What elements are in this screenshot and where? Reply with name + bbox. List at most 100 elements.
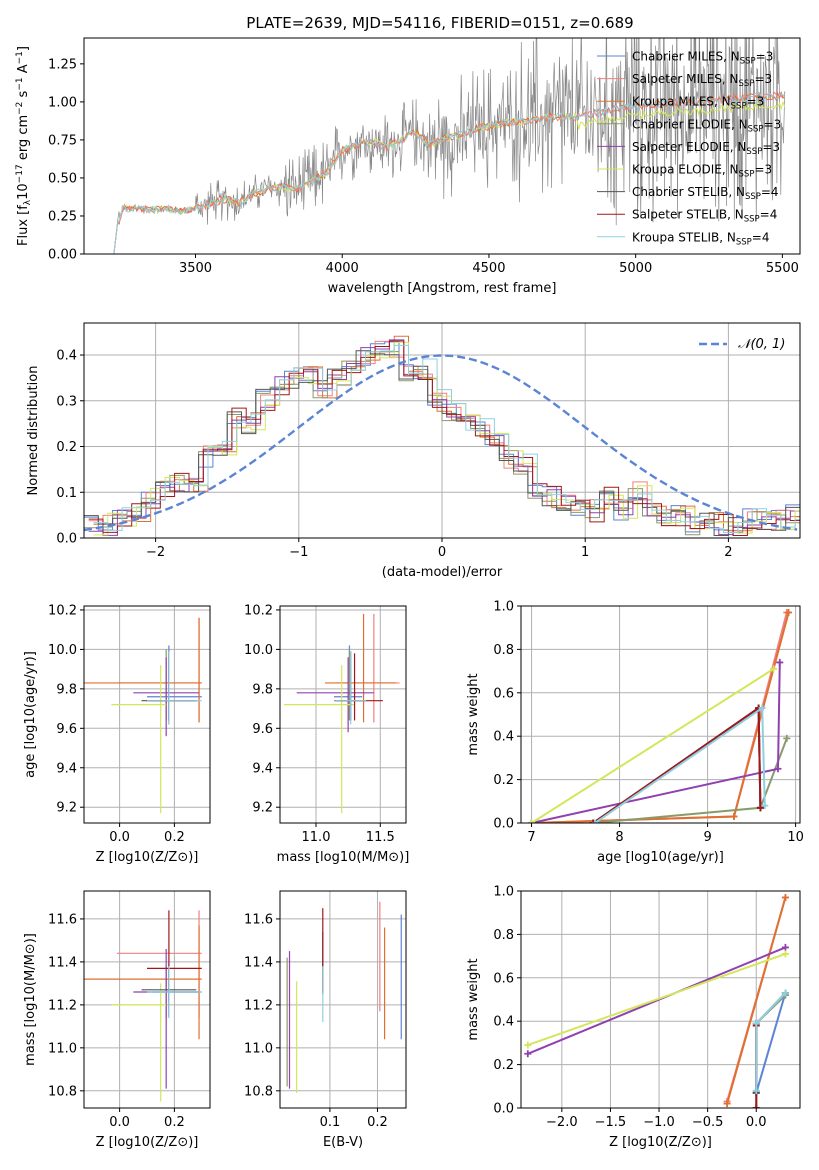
panel-weight_vs_age: 7 8 9 10 0.0 0.2 0.4 0.6 0.8 1.0 age [log10(age/yr…	[466, 600, 804, 866]
model-spectrum-line	[113, 92, 786, 254]
y-tick-label: 0.2	[493, 773, 514, 788]
y-tick-label: 9.8	[56, 682, 77, 697]
x-axis-label: (data-model)/error	[382, 565, 503, 580]
y-tick-label: 10.2	[244, 603, 273, 618]
x-tick-label: −2	[146, 545, 165, 560]
x-axis-label: Z [log10(Z/Z⊙)]	[96, 850, 199, 865]
x-tick-label: 0.2	[164, 830, 185, 845]
y-tick-label: 0.00	[48, 248, 77, 263]
plot-area	[286, 901, 402, 1093]
weight-series-line	[726, 897, 787, 1104]
x-tick-label: 4000	[326, 261, 359, 276]
x-tick-label: 11.5	[366, 830, 395, 845]
x-tick-label: 4500	[472, 261, 505, 276]
panel-residual_hist: −2 −1 0 1 2 0.0 0.1 0.2 0.3 0.4 (data-model)/error…	[26, 322, 801, 580]
y-tick-label: 11.6	[48, 912, 77, 927]
y-tick-label: 9.2	[252, 801, 273, 816]
observed-spectrum-line	[113, 38, 786, 254]
y-tick-label: 1.00	[48, 95, 77, 110]
legend-label: Salpeter ELODIE, NSSP=3	[632, 140, 780, 157]
y-tick-label: 11.6	[244, 912, 273, 927]
histogram-step-line	[93, 341, 800, 536]
weight-marker	[524, 1041, 532, 1049]
histogram-step-line	[93, 335, 800, 532]
y-tick-label: 0.6	[493, 686, 514, 701]
y-tick-label: 9.4	[252, 761, 273, 776]
weight-marker	[758, 704, 766, 712]
x-tick-label: 0.2	[367, 1115, 388, 1130]
weight-marker	[781, 943, 789, 951]
plot-area	[84, 910, 202, 1102]
x-tick-label: 7	[527, 830, 535, 845]
panel-age_vs_Z: 0.0 0.2 9.2 9.4 9.6 9.8 10.0 10.2 Z [log10(Z/Z⊙)…	[23, 603, 211, 865]
weight-series-line	[527, 946, 786, 1055]
weight-series-line	[755, 994, 787, 1108]
legend-label: Salpeter STELIB, NSSP=4	[632, 208, 777, 225]
weight-series-line	[755, 992, 787, 1094]
y-tick-label: 0.75	[48, 133, 77, 148]
y-tick-label: 10.8	[244, 1084, 273, 1099]
x-tick-label: 9	[703, 830, 711, 845]
x-axis-label: E(B-V)	[323, 1135, 363, 1150]
y-tick-label: 0.4	[56, 349, 77, 364]
weight-marker	[528, 819, 536, 823]
weight-marker	[781, 894, 789, 902]
y-axis-label: Flux [fλ10−17 erg cm−2 s−1 A−1]	[15, 46, 33, 246]
weight-marker	[774, 765, 782, 773]
axes-frame	[83, 890, 211, 1109]
y-tick-label: 0.0	[493, 817, 514, 832]
figure-title: PLATE=2639, MJD=54116, FIBERID=0151, z=0…	[246, 14, 633, 32]
x-tick-label: 8	[615, 830, 623, 845]
weight-marker	[591, 819, 599, 823]
legend-label: 𝒩(0, 1)	[738, 337, 785, 352]
y-tick-label: 10.0	[244, 643, 273, 658]
x-tick-label: −1.0	[643, 1115, 675, 1130]
y-tick-label: 11.4	[48, 955, 77, 970]
y-tick-label: 11.2	[48, 998, 77, 1013]
plot-area	[113, 38, 786, 254]
y-tick-label: 0.8	[493, 928, 514, 943]
weight-series-line	[531, 668, 775, 823]
y-tick-label: 1.0	[493, 885, 514, 900]
y-tick-label: 0.4	[493, 730, 514, 745]
y-tick-label: 0.0	[493, 1102, 514, 1117]
y-tick-label: 11.4	[244, 955, 273, 970]
x-tick-label: 0.0	[109, 830, 130, 845]
y-tick-label: 10.0	[48, 643, 77, 658]
axes-frame	[83, 37, 801, 255]
axes-frame	[520, 605, 801, 824]
y-tick-label: 11.0	[48, 1041, 77, 1056]
panel-mass_vs_ebv: 0.1 0.2 10.8 11.0 11.2 11.4 11.6 E(B-V)	[244, 890, 407, 1150]
y-tick-label: 10.2	[48, 603, 77, 618]
legend-label: Kroupa STELIB, NSSP=4	[632, 230, 770, 247]
legend-label: Chabrier STELIB, NSSP=4	[632, 185, 779, 202]
histogram-step-line	[88, 340, 800, 536]
weight-marker	[776, 658, 784, 666]
weight-series-line	[527, 952, 786, 1047]
y-tick-label: 0.8	[493, 643, 514, 658]
x-tick-label: 0	[438, 545, 446, 560]
x-axis-label: wavelength [Angstrom, rest frame]	[328, 281, 557, 296]
x-axis-label: mass [log10(M/M⊙)]	[277, 850, 410, 865]
y-tick-label: 11.0	[244, 1041, 273, 1056]
y-tick-label: 0.3	[56, 394, 77, 409]
weight-marker	[589, 819, 597, 823]
x-axis-label: Z [log10(Z/Z⊙)]	[609, 1135, 712, 1150]
y-tick-label: 11.2	[244, 998, 273, 1013]
weight-series-line	[593, 738, 788, 823]
x-tick-label: 3500	[179, 261, 212, 276]
y-tick-label: 9.2	[56, 801, 77, 816]
x-tick-label: 0.2	[164, 1115, 185, 1130]
x-tick-label: 5000	[619, 261, 652, 276]
y-tick-label: 9.6	[252, 722, 273, 737]
weight-marker	[730, 812, 738, 820]
weight-marker	[761, 802, 769, 810]
legend-label: Chabrier MILES, NSSP=3	[632, 50, 773, 67]
panel-weight_vs_Z: −2.0 −1.5 −1.0 −0.5 0.0 0.0 0.2 0.4 0.6 0.8 1.0 Z […	[466, 885, 801, 1150]
weight-marker	[781, 950, 789, 958]
legend-label: Kroupa ELODIE, NSSP=3	[632, 163, 772, 180]
weight-series-line	[531, 612, 790, 823]
weight-marker	[785, 609, 793, 617]
x-tick-label: 0.1	[320, 1115, 341, 1130]
y-tick-label: 0.2	[56, 440, 77, 455]
